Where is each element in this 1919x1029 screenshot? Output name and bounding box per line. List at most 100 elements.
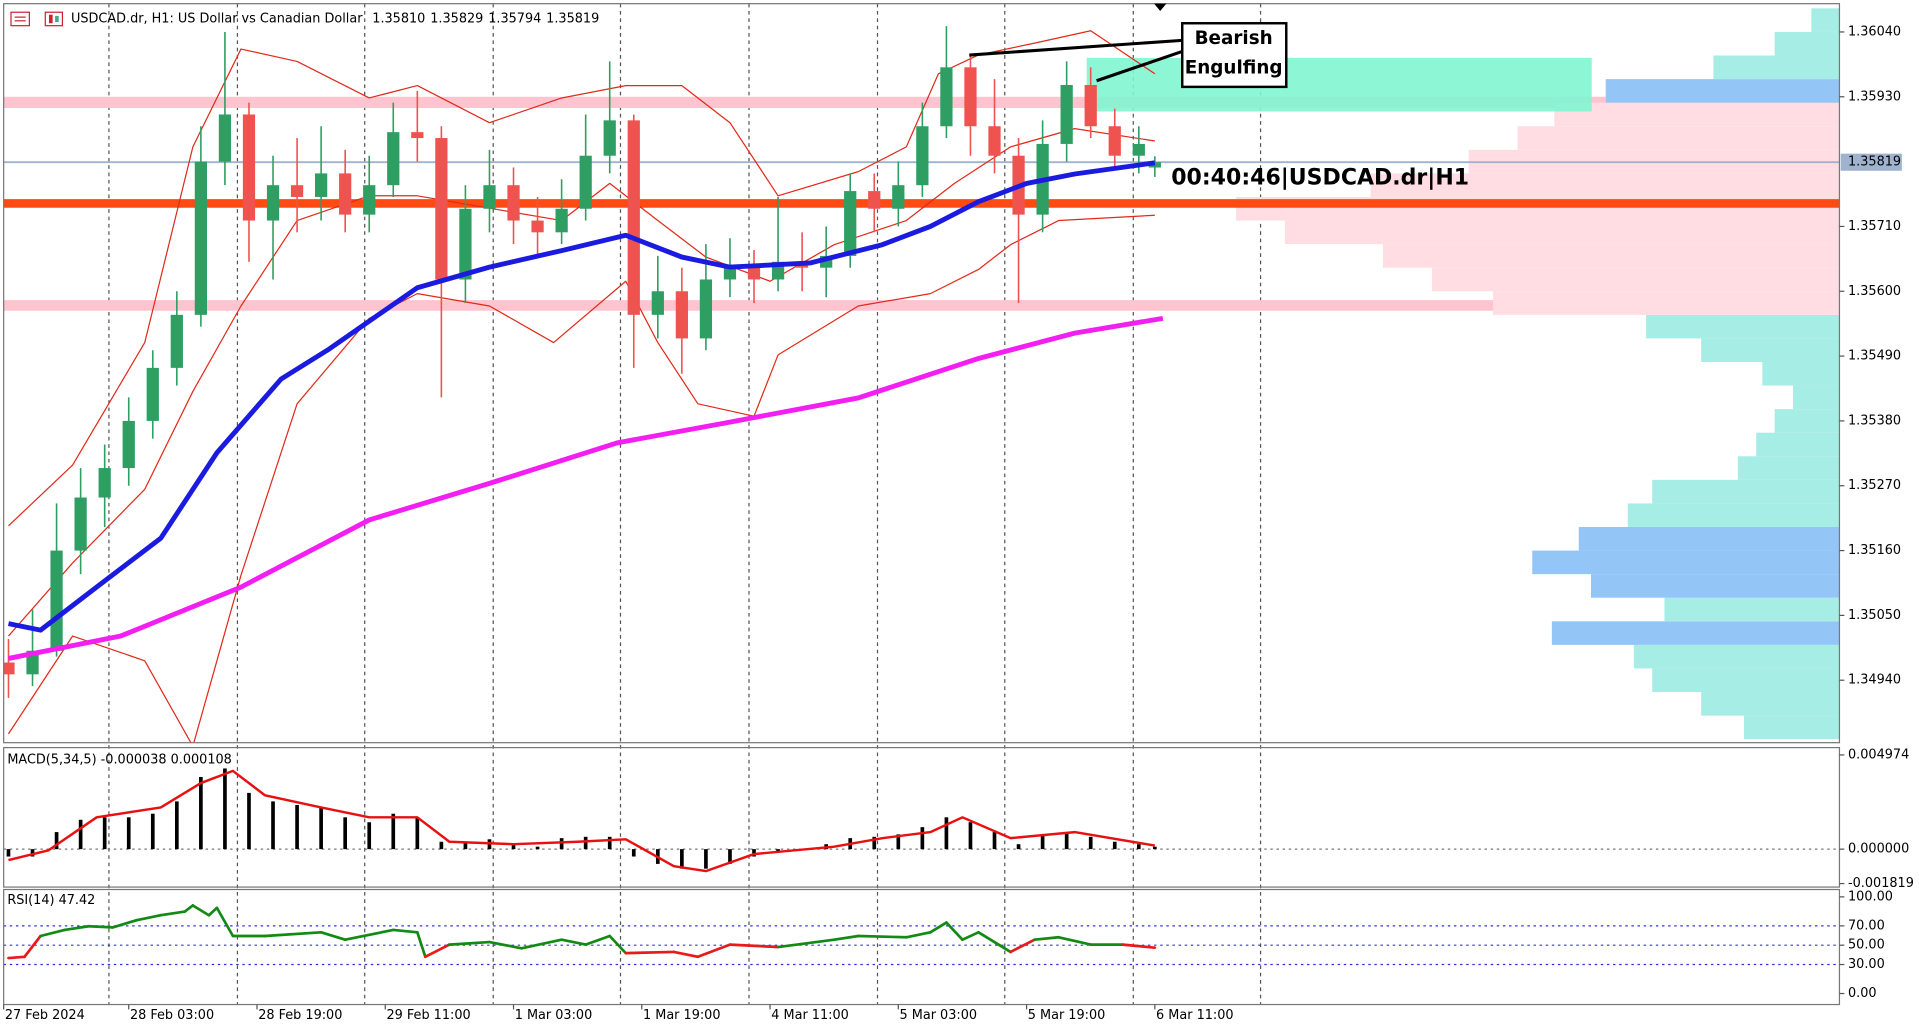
macd-bar bbox=[391, 813, 396, 850]
candle-body bbox=[579, 155, 592, 209]
vertical-grid bbox=[108, 3, 1262, 1005]
rsi-segment bbox=[448, 940, 491, 946]
overlay: Bearish Engulfing 00:40:46|USDCAD.dr|H1 … bbox=[7, 3, 1469, 908]
x-tick-label: 4 Mar 11:00 bbox=[771, 1008, 849, 1023]
shift-marker bbox=[1154, 3, 1167, 12]
rsi-title: RSI(14) 47.42 bbox=[7, 893, 95, 908]
rsi-segment bbox=[728, 943, 780, 949]
rsi-segment bbox=[63, 924, 90, 932]
chart-title: USDCAD.dr, H1: US Dollar vs Canadian Dol… bbox=[71, 11, 363, 26]
rsi-segment bbox=[423, 943, 451, 959]
profile-bar bbox=[1431, 267, 1840, 292]
candle-body bbox=[1132, 143, 1145, 156]
rsi-segment bbox=[1057, 935, 1093, 946]
last-price-label: 1.35819 bbox=[1848, 155, 1901, 170]
rsi-segment bbox=[488, 940, 523, 950]
y-tick-label: 1.35380 bbox=[1848, 413, 1901, 428]
y-tick-label: 0.000000 bbox=[1848, 842, 1909, 857]
macd-bar bbox=[535, 846, 540, 850]
profile-bar bbox=[1532, 550, 1840, 575]
macd-bar bbox=[271, 801, 275, 850]
macd-bar bbox=[920, 827, 925, 850]
rsi-segment bbox=[856, 934, 908, 939]
candle-body bbox=[170, 314, 183, 368]
rsi-segment bbox=[39, 928, 66, 938]
rsi-segment bbox=[23, 934, 42, 959]
axes: 1.36040 1.35930 1.35710 1.35600 1.35490 1.353… bbox=[3, 24, 1914, 1023]
macd-title: MACD(5,34,5) -0.000038 0.000108 bbox=[7, 752, 231, 767]
y-tick-label: 1.36040 bbox=[1848, 24, 1901, 39]
candle-body bbox=[675, 291, 688, 339]
profile-bar bbox=[1664, 597, 1840, 622]
macd-bar bbox=[680, 849, 684, 869]
candle-body bbox=[1084, 84, 1097, 127]
candle-body bbox=[122, 420, 135, 469]
candle-body bbox=[555, 208, 568, 233]
macd-bar bbox=[199, 776, 203, 850]
profile-bar bbox=[1774, 409, 1840, 433]
rsi-segment bbox=[624, 950, 676, 955]
candle-body bbox=[411, 132, 424, 139]
rsi-segment bbox=[977, 930, 1012, 954]
macd-bar bbox=[896, 834, 901, 850]
rsi-segment bbox=[961, 930, 980, 942]
macd-bar bbox=[607, 836, 612, 850]
rsi-segment bbox=[520, 938, 563, 950]
y-tick-label: 1.35930 bbox=[1848, 89, 1901, 104]
candle-body bbox=[459, 208, 472, 280]
rsi-segment bbox=[584, 934, 612, 946]
panel-frames bbox=[3, 3, 1841, 1006]
icon bbox=[55, 15, 59, 23]
macd-bar bbox=[54, 832, 59, 850]
profile-bar bbox=[1774, 31, 1840, 56]
y-tick-label: 1.35270 bbox=[1848, 478, 1901, 493]
candle-body bbox=[1060, 84, 1073, 144]
rsi-segment bbox=[945, 921, 964, 942]
rsi-segment bbox=[215, 906, 235, 938]
profile-bar bbox=[1551, 621, 1840, 645]
macd-bar bbox=[6, 849, 11, 857]
annotation-line bbox=[969, 38, 1183, 57]
rsi-segment bbox=[191, 904, 211, 917]
header-price: 1.35810 bbox=[372, 11, 425, 26]
macd-bar bbox=[752, 849, 756, 857]
y-tick-label: 1.35050 bbox=[1848, 608, 1901, 623]
macd-bar bbox=[415, 817, 420, 850]
macd-bar bbox=[150, 813, 155, 850]
rsi-segment bbox=[608, 934, 628, 955]
macd-bar bbox=[463, 841, 468, 850]
macd-signal bbox=[8, 769, 1156, 873]
candle-body bbox=[3, 662, 15, 675]
price-panel bbox=[3, 8, 1840, 743]
macd-bar bbox=[295, 805, 299, 850]
macd-bar bbox=[78, 819, 83, 850]
profile-bar bbox=[1517, 126, 1840, 150]
macd-bar bbox=[1088, 836, 1093, 850]
zone bbox=[3, 96, 1840, 108]
macd-bar bbox=[776, 849, 780, 852]
candle-body bbox=[868, 191, 881, 209]
macd-bar bbox=[223, 768, 227, 850]
macd-bar bbox=[126, 817, 131, 850]
bollinger-band bbox=[7, 214, 1155, 743]
rsi-segment bbox=[1009, 938, 1036, 954]
macd-bar bbox=[1136, 844, 1141, 850]
profile-bar bbox=[1382, 244, 1840, 268]
profile-bar bbox=[1762, 361, 1840, 386]
y-tick-label: 0.00 bbox=[1848, 986, 1877, 1001]
y-tick-label: 0.004974 bbox=[1848, 747, 1909, 762]
icon bbox=[10, 11, 30, 27]
candle-body bbox=[483, 185, 496, 209]
x-tick-label: 27 Feb 2024 bbox=[5, 1008, 85, 1023]
profile-bar bbox=[1370, 173, 1840, 197]
header-price: 1.35819 bbox=[546, 11, 599, 26]
macd-bar bbox=[1064, 832, 1069, 850]
candle-body bbox=[916, 126, 929, 186]
profile-bar bbox=[1756, 432, 1840, 457]
macd-bar bbox=[343, 817, 348, 850]
profile-bar bbox=[1701, 338, 1840, 362]
rsi-segment bbox=[415, 930, 427, 959]
macd-bar bbox=[559, 838, 564, 850]
rsi-segment bbox=[832, 934, 860, 942]
